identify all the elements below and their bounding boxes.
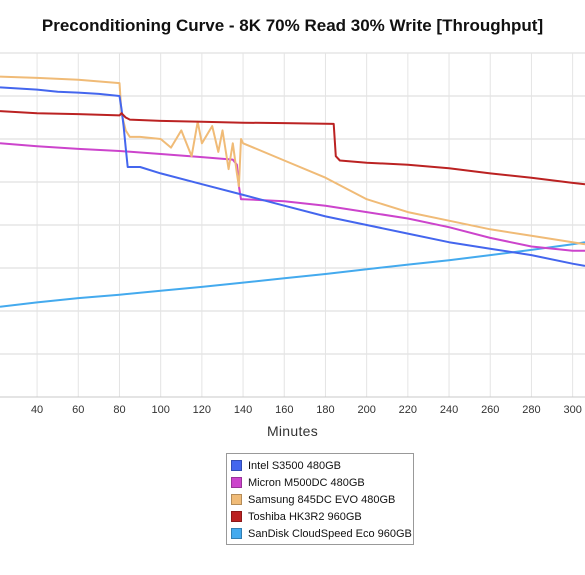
legend: Intel S3500 480GB Micron M500DC 480GB Sams… (226, 453, 414, 545)
legend-item: Toshiba HK3R2 960GB (231, 508, 413, 525)
x-tick-label: 240 (440, 404, 458, 416)
x-tick-label: 200 (357, 404, 375, 416)
x-tick-label: 300 (563, 404, 581, 416)
x-tick-label: 220 (399, 404, 417, 416)
legend-swatch (231, 494, 242, 505)
legend-label: Intel S3500 480GB (248, 459, 341, 472)
series-line-toshiba-hk3r2-960gb (0, 110, 585, 186)
x-tick-label: 80 (113, 404, 125, 416)
series-line-micron-m500dc-480gb (0, 142, 585, 252)
chart-title: Preconditioning Curve - 8K 70% Read 30% … (41, 16, 544, 35)
x-tick-label: 40 (31, 404, 43, 416)
legend-item: SanDisk CloudSpeed Eco 960GB (231, 525, 413, 542)
x-tick-label: 100 (151, 404, 169, 416)
x-tick-label: 120 (193, 404, 211, 416)
series-line-intel-s3500-480gb (0, 86, 585, 267)
series-layer (0, 75, 585, 308)
x-tick-label: 60 (72, 404, 84, 416)
plot-area: 40 60 80 100 120 140 160 180 200 220 240 260 280 300 (0, 52, 585, 416)
legend-label: Samsung 845DC EVO 480GB (248, 493, 396, 506)
x-tick-label: 140 (234, 404, 252, 416)
series-line-samsung-845dc-evo-480gb (0, 75, 585, 246)
x-tick-label: 160 (275, 404, 293, 416)
legend-swatch (231, 477, 242, 488)
x-tick-label: 260 (481, 404, 499, 416)
legend-label: Toshiba HK3R2 960GB (248, 510, 362, 523)
series-line-sandisk-cloudspeed-eco-960gb (0, 241, 585, 308)
legend-swatch (231, 528, 242, 539)
x-axis-label: Minutes (266, 423, 319, 439)
grid-layer (0, 52, 585, 398)
legend-label: SanDisk CloudSpeed Eco 960GB (248, 527, 412, 540)
legend-item: Intel S3500 480GB (231, 457, 413, 474)
legend-swatch (231, 511, 242, 522)
x-tick-label: 180 (316, 404, 334, 416)
legend-item: Micron M500DC 480GB (231, 474, 413, 491)
x-tick-label: 280 (522, 404, 540, 416)
x-tick-labels: 40 60 80 100 120 140 160 180 200 220 240 260 280 300 (31, 404, 582, 416)
legend-swatch (231, 460, 242, 471)
legend-item: Samsung 845DC EVO 480GB (231, 491, 413, 508)
legend-label: Micron M500DC 480GB (248, 476, 365, 489)
